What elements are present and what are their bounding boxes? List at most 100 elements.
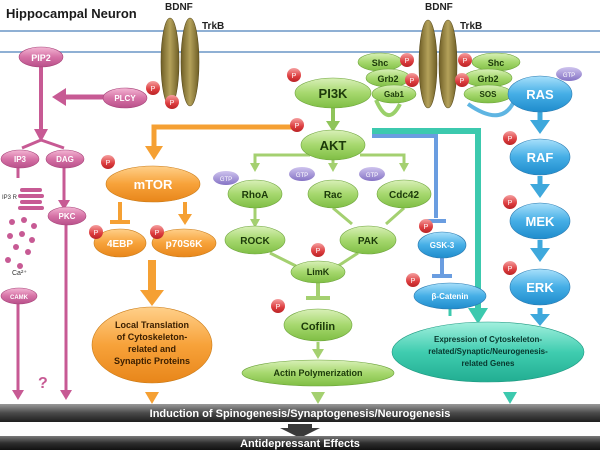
svg-text:RhoA: RhoA [242, 190, 269, 201]
phospho-4ebp: P [89, 225, 103, 239]
svg-text:GTP: GTP [366, 173, 378, 179]
4ebp-node: 4EBP [93, 228, 147, 258]
grb2-node-right: Grb2 [463, 68, 513, 88]
phospho-cofilin: P [271, 299, 285, 313]
phospho-bcat: P [406, 273, 420, 287]
svg-text:P: P [276, 304, 281, 311]
antidepressant-bar: Antidepressant Effects [0, 436, 600, 450]
question-mark: ? [38, 375, 48, 392]
svg-text:Rac: Rac [324, 190, 343, 201]
svg-text:PI3K: PI3K [319, 86, 349, 101]
bdnf-label-right: BDNF [425, 2, 453, 13]
rhoa-node: RhoA [227, 179, 283, 209]
akt-node: AKT [300, 129, 366, 161]
shc-node-left: Shc [357, 52, 403, 72]
phospho-receptor-right-1: P [405, 73, 419, 87]
svg-text:Shc: Shc [372, 58, 389, 68]
svg-text:GSK-3: GSK-3 [430, 241, 455, 250]
calcium-dots: Ca²⁺ [5, 217, 37, 277]
gsk3-node: GSK-3 [417, 231, 467, 259]
svg-text:P: P [424, 224, 429, 231]
svg-text:Ca²⁺: Ca²⁺ [12, 270, 27, 277]
trkb-label-right: TrkB [460, 21, 482, 32]
svg-text:GTP: GTP [220, 177, 232, 183]
svg-text:Gab1: Gab1 [384, 90, 405, 99]
svg-text:PLCY: PLCY [114, 94, 136, 103]
gtp-tag-cdc42: GTP [359, 167, 385, 181]
mek-node: MEK [509, 202, 571, 240]
diagram-title: Hippocampal Neuron [6, 6, 137, 21]
induction-label: Induction of Spinogenesis/Synaptogenesis… [150, 408, 451, 420]
phospho-akt: P [290, 118, 304, 132]
svg-text:P: P [106, 160, 111, 167]
gtp-tag-rhoa: GTP [213, 171, 239, 185]
svg-text:Grb2: Grb2 [477, 74, 498, 84]
svg-text:P: P [410, 78, 415, 85]
svg-text:P: P [316, 248, 321, 255]
svg-text:Grb2: Grb2 [377, 74, 398, 84]
svg-text:Local Translation: Local Translation [115, 320, 189, 330]
svg-text:P: P [460, 78, 465, 85]
phospho-raf: P [503, 131, 517, 145]
trkb-receptor-right: BDNF TrkB [418, 2, 482, 109]
bdnf-label-left: BDNF [165, 2, 193, 13]
svg-text:Synaptic Proteins: Synaptic Proteins [114, 356, 190, 366]
phospho-markers: P P P P P P P P P P P P P P P P P P [89, 53, 517, 313]
svg-text:Actin Polymerization: Actin Polymerization [273, 368, 362, 378]
cell-membrane [0, 30, 600, 53]
svg-text:P: P [508, 136, 513, 143]
svg-text:P: P [411, 278, 416, 285]
grb2-node-left: Grb2 [365, 68, 411, 88]
ip3-receptor: IP3 R [2, 188, 44, 210]
phospho-plcy: P [146, 81, 160, 95]
svg-text:LimK: LimK [307, 267, 330, 277]
svg-text:RAS: RAS [526, 87, 554, 102]
gene-expression-node: Expression of Cytoskeleton- related/Syna… [391, 321, 585, 383]
cdc42-node: Cdc42 [376, 179, 432, 209]
svg-text:P: P [508, 200, 513, 207]
induction-bar: Induction of Spinogenesis/Synaptogenesis… [0, 404, 600, 422]
pi3k-node: PI3K [294, 77, 372, 109]
rac-node: Rac [307, 179, 359, 209]
svg-text:PAK: PAK [358, 236, 379, 247]
phospho-mtor: P [101, 155, 115, 169]
svg-text:ROCK: ROCK [240, 236, 270, 247]
svg-text:PIP2: PIP2 [31, 53, 51, 63]
svg-text:P: P [292, 73, 297, 80]
shc-node-right: Shc [471, 52, 521, 72]
svg-text:IP3: IP3 [14, 155, 27, 164]
local-translation-node: Local Translation of Cytoskeleton- relat… [91, 306, 213, 384]
phospho-shc-right: P [458, 53, 472, 67]
svg-text:P: P [151, 86, 156, 93]
phospho-mek: P [503, 195, 517, 209]
svg-text:P: P [155, 230, 160, 237]
rock-node: ROCK [224, 225, 286, 255]
plcy-node: PLCY [102, 87, 148, 109]
down-arrow-center [280, 424, 320, 438]
svg-text:p70S6K: p70S6K [166, 239, 203, 250]
phospho-gsk3: P [419, 219, 433, 233]
svg-text:P: P [405, 58, 410, 65]
svg-text:P: P [94, 230, 99, 237]
mtor-node: mTOR [105, 165, 201, 203]
svg-text:mTOR: mTOR [134, 177, 173, 192]
sos-node: SOS [463, 84, 513, 104]
svg-text:AKT: AKT [320, 138, 347, 153]
svg-text:P: P [295, 123, 300, 130]
phospho-pi3k: P [287, 68, 301, 82]
trkb-label-left: TrkB [202, 21, 224, 32]
svg-text:GTP: GTP [563, 73, 575, 79]
phospho-limk: P [311, 243, 325, 257]
gtp-tag-ras: GTP [556, 67, 582, 81]
pak-node: PAK [339, 225, 397, 255]
limk-node: LimK [290, 260, 346, 284]
phospho-receptor-left: P [165, 95, 179, 109]
ras-node: RAS [507, 75, 573, 113]
erk-node: ERK [509, 268, 571, 306]
camk-node: CAMK [0, 287, 38, 305]
raf-node: RAF [509, 138, 571, 176]
beta-catenin-node: β-Catenin [413, 282, 487, 310]
ip3-node: IP3 [0, 149, 40, 169]
phospho-shc-left: P [400, 53, 414, 67]
